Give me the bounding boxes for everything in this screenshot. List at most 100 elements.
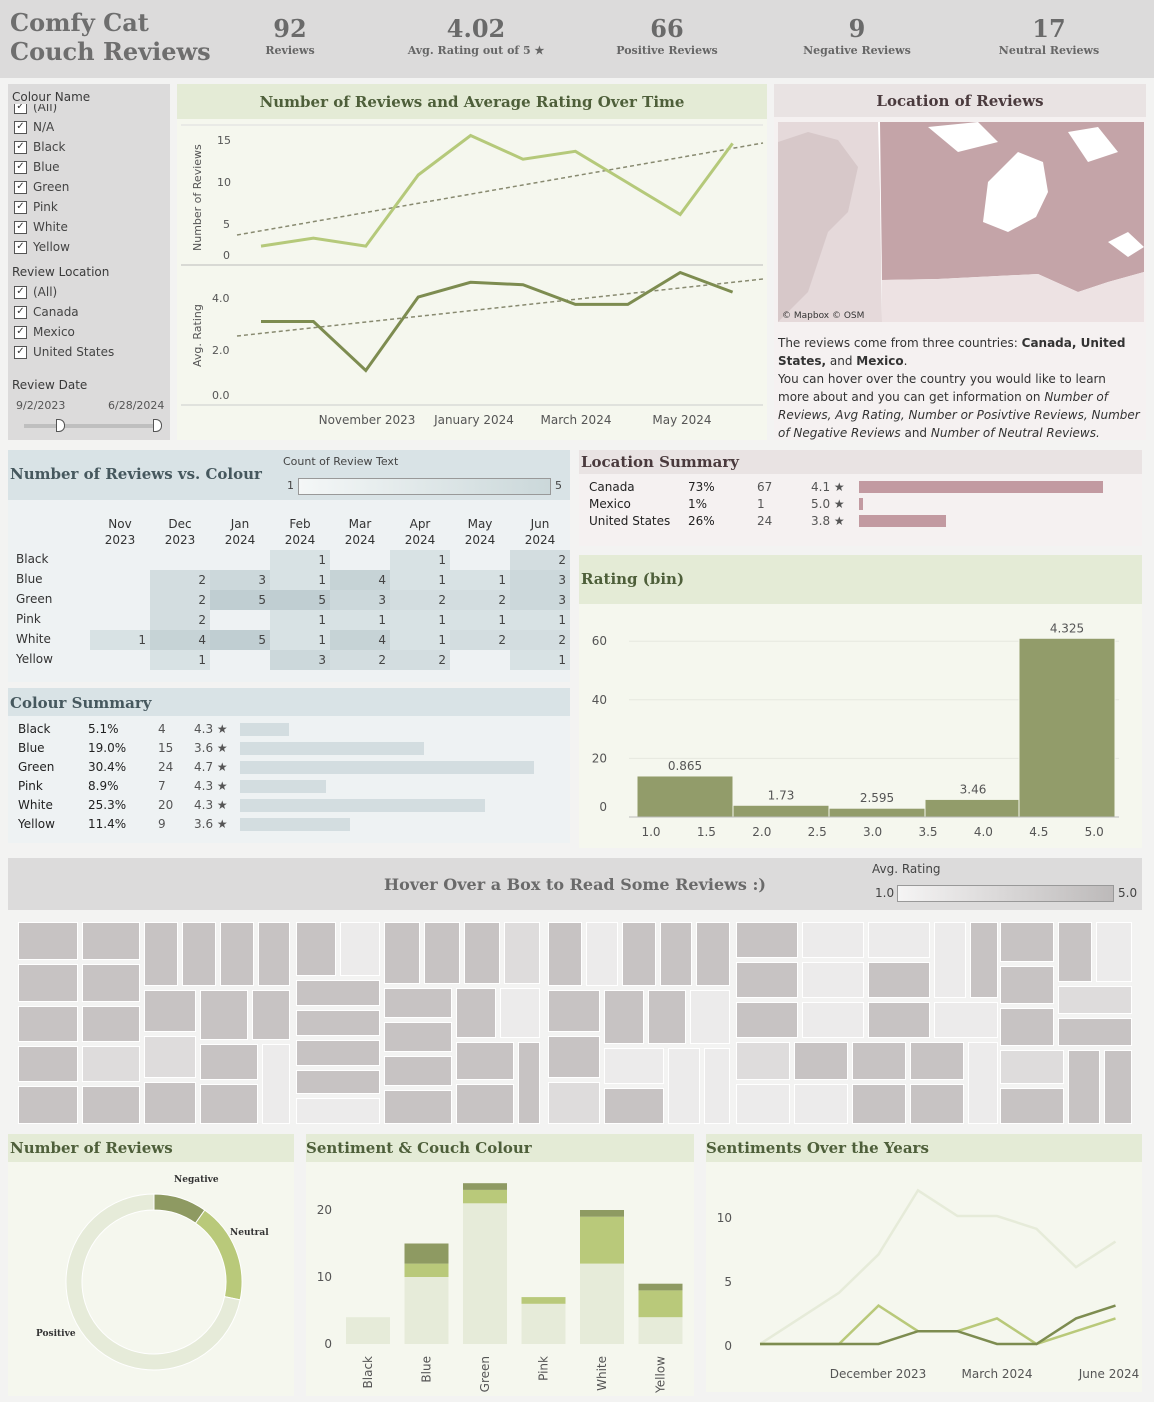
stacked-bar-segment-neutral[interactable] — [463, 1189, 507, 1204]
review-box[interactable] — [604, 1048, 664, 1084]
matrix-cell[interactable]: 2 — [450, 590, 510, 610]
review-box[interactable] — [200, 1084, 258, 1124]
donut-slice-negative[interactable] — [153, 1193, 206, 1224]
stacked-bar-segment-positive[interactable] — [580, 1263, 624, 1344]
matrix-cell[interactable]: 2 — [450, 630, 510, 650]
location-summary-row[interactable]: Mexico 1% 1 5.0 ★ — [579, 497, 1142, 514]
review-box[interactable] — [852, 1084, 906, 1124]
matrix-cell[interactable]: 1 — [150, 650, 210, 670]
review-box[interactable] — [660, 922, 692, 986]
review-box[interactable] — [82, 1006, 140, 1042]
colour-option-blue[interactable]: ✓ Blue — [14, 157, 164, 177]
review-box[interactable] — [200, 1044, 258, 1080]
stacked-bar-segment-neutral[interactable] — [580, 1216, 624, 1264]
matrix-cell[interactable] — [90, 570, 150, 590]
matrix-cell[interactable]: 3 — [510, 570, 570, 590]
time-chart-svg[interactable]: Number of Reviews Avg. Rating 15 10 5 0 … — [177, 119, 767, 440]
review-box[interactable] — [910, 1042, 964, 1080]
review-box[interactable] — [296, 1070, 380, 1094]
review-box[interactable] — [1000, 1050, 1064, 1084]
review-box[interactable] — [794, 1084, 848, 1124]
review-box[interactable] — [82, 1046, 140, 1082]
matrix-cell[interactable] — [330, 550, 390, 570]
location-filter-list[interactable]: ✓ (All) ✓ Canada ✓ Mexico ✓ United States — [14, 282, 114, 362]
donut-svg[interactable]: Negative Neutral Positive — [8, 1162, 294, 1396]
location-option-mexico[interactable]: ✓ Mexico — [14, 322, 114, 342]
review-box[interactable] — [968, 1042, 998, 1124]
colour-filter-list[interactable]: ✓ (All) ✓ N/A ✓ Black ✓ Blue ✓ Green ✓ Pink ✓ W… — [14, 104, 164, 256]
review-box[interactable] — [548, 990, 600, 1032]
review-box[interactable] — [18, 964, 78, 1002]
matrix-cell[interactable]: 2 — [150, 570, 210, 590]
review-box[interactable] — [794, 1042, 848, 1080]
location-option-canada[interactable]: ✓ Canada — [14, 302, 114, 322]
review-box[interactable] — [504, 922, 540, 984]
colour-summary-row[interactable]: Green 30.4% 24 4.7 ★ — [8, 760, 570, 779]
matrix-cell[interactable]: 1 — [330, 610, 390, 630]
checkbox-icon[interactable]: ✓ — [14, 160, 27, 174]
review-box[interactable] — [258, 922, 290, 986]
matrix-cell[interactable]: 1 — [270, 570, 330, 590]
colour-option-all[interactable]: ✓ (All) — [14, 104, 164, 117]
review-box[interactable] — [500, 988, 540, 1038]
reviews-count-line[interactable] — [260, 133, 734, 248]
review-box[interactable] — [802, 922, 864, 958]
rating-bin-bar[interactable] — [732, 804, 830, 818]
stacked-bar-segment-negative[interactable] — [404, 1243, 449, 1264]
rating-bin-bar[interactable] — [924, 798, 1022, 818]
matrix-cell[interactable]: 1 — [390, 610, 450, 630]
colour-option-pink[interactable]: ✓ Pink — [14, 197, 164, 217]
matrix-cell[interactable] — [90, 590, 150, 610]
review-box[interactable] — [144, 990, 196, 1032]
checkbox-icon[interactable]: ✓ — [14, 180, 27, 194]
matrix-cell[interactable]: 2 — [150, 590, 210, 610]
stacked-bar-segment-negative[interactable] — [580, 1210, 624, 1217]
colour-option-yellow[interactable]: ✓ Yellow — [14, 237, 164, 256]
matrix-cell[interactable] — [90, 610, 150, 630]
sentiment-line-positive[interactable] — [759, 1188, 1117, 1346]
review-box[interactable] — [736, 1042, 790, 1080]
checkbox-icon[interactable]: ✓ — [14, 140, 27, 154]
matrix-cell[interactable]: 2 — [510, 630, 570, 650]
review-box[interactable] — [802, 962, 864, 998]
colour-summary-row[interactable]: Blue 19.0% 15 3.6 ★ — [8, 741, 570, 760]
review-box[interactable] — [736, 962, 798, 998]
matrix-cell[interactable]: 1 — [390, 630, 450, 650]
review-box[interactable] — [868, 1002, 930, 1038]
location-summary-row[interactable]: Canada 73% 67 4.1 ★ — [579, 480, 1142, 497]
review-box[interactable] — [1104, 1050, 1132, 1124]
review-box[interactable] — [1058, 986, 1132, 1014]
review-box[interactable] — [144, 1082, 196, 1124]
review-box[interactable] — [852, 1042, 906, 1080]
review-box[interactable] — [296, 1098, 380, 1124]
rating-bin-bar[interactable] — [1018, 637, 1116, 818]
row-bar[interactable] — [240, 780, 326, 793]
review-box[interactable] — [18, 1046, 78, 1082]
review-box[interactable] — [144, 922, 178, 986]
matrix-cell[interactable]: 1 — [450, 610, 510, 630]
review-box[interactable] — [736, 922, 798, 958]
matrix-cell[interactable]: 1 — [390, 570, 450, 590]
row-bar[interactable] — [240, 818, 351, 831]
matrix-cell[interactable]: 1 — [270, 550, 330, 570]
review-box[interactable] — [296, 980, 380, 1006]
colour-option-na[interactable]: ✓ N/A — [14, 117, 164, 137]
review-box[interactable] — [456, 1042, 514, 1080]
review-box[interactable] — [586, 922, 618, 986]
review-box[interactable] — [384, 1056, 452, 1086]
matrix-cell[interactable] — [450, 550, 510, 570]
review-box[interactable] — [548, 922, 582, 986]
matrix-cell[interactable] — [90, 650, 150, 670]
review-box[interactable] — [910, 1084, 964, 1124]
stacked-bar-segment-negative[interactable] — [638, 1283, 683, 1291]
review-box[interactable] — [296, 1040, 380, 1066]
row-bar[interactable] — [240, 723, 289, 736]
matrix-cell[interactable]: 1 — [510, 610, 570, 630]
review-box[interactable] — [262, 1044, 290, 1124]
location-option-all[interactable]: ✓ (All) — [14, 282, 114, 302]
matrix-cell[interactable]: 3 — [510, 590, 570, 610]
review-box[interactable] — [648, 990, 686, 1044]
stacked-bar-segment-negative[interactable] — [463, 1183, 507, 1190]
avg-rating-line[interactable] — [261, 270, 734, 373]
matrix-cell[interactable]: 1 — [390, 550, 450, 570]
